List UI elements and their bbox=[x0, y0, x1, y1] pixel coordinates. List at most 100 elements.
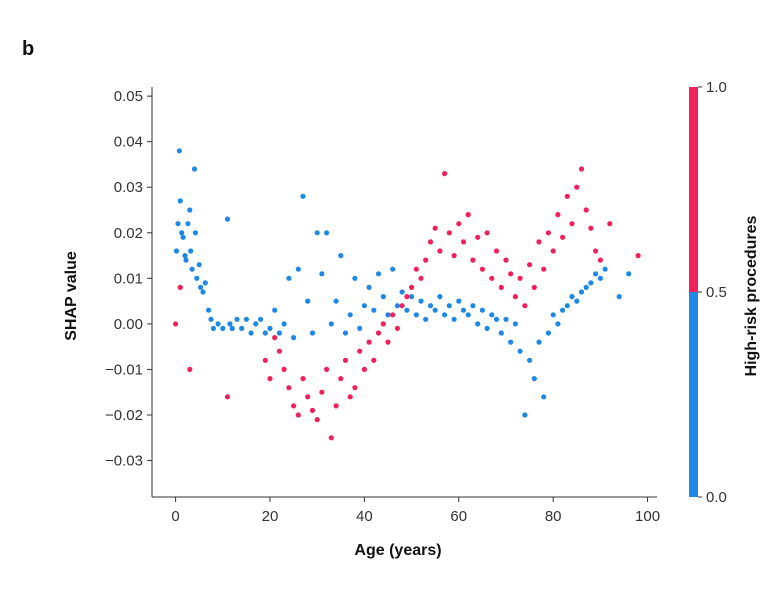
point-high-risk bbox=[489, 275, 495, 281]
point-high-risk bbox=[267, 376, 273, 382]
point-high-risk bbox=[578, 166, 585, 172]
point-high-risk bbox=[291, 403, 297, 409]
point-low-risk bbox=[183, 257, 189, 263]
point-high-risk bbox=[423, 257, 429, 263]
point-high-risk bbox=[479, 266, 485, 272]
point-high-risk bbox=[460, 239, 467, 245]
point-low-risk bbox=[427, 303, 434, 309]
point-low-risk bbox=[227, 321, 233, 327]
point-low-risk bbox=[295, 266, 301, 272]
point-high-risk bbox=[427, 239, 434, 245]
point-high-risk bbox=[224, 394, 231, 400]
point-low-risk bbox=[385, 312, 391, 318]
point-low-risk bbox=[215, 321, 221, 327]
point-high-risk bbox=[300, 376, 306, 382]
point-high-risk bbox=[635, 253, 641, 259]
x-tick: 80 bbox=[545, 497, 562, 525]
point-low-risk bbox=[229, 325, 235, 331]
point-high-risk bbox=[333, 403, 339, 409]
point-low-risk bbox=[470, 303, 476, 309]
point-low-risk bbox=[357, 325, 363, 331]
point-low-risk bbox=[503, 316, 509, 322]
point-low-risk bbox=[578, 289, 585, 295]
point-high-risk bbox=[555, 212, 561, 218]
point-high-risk bbox=[583, 207, 589, 213]
point-high-risk bbox=[503, 257, 509, 263]
point-low-risk bbox=[451, 316, 457, 322]
point-low-risk bbox=[210, 325, 216, 331]
point-low-risk bbox=[498, 330, 504, 336]
point-low-risk bbox=[182, 253, 188, 259]
x-axis-title: Age (years) bbox=[354, 542, 441, 559]
point-low-risk bbox=[522, 412, 528, 418]
point-high-risk bbox=[187, 366, 193, 372]
point-low-risk bbox=[574, 298, 580, 304]
point-low-risk bbox=[555, 321, 561, 327]
point-high-risk bbox=[409, 284, 415, 290]
point-high-risk bbox=[607, 221, 613, 227]
point-low-risk bbox=[200, 289, 206, 295]
point-low-risk bbox=[300, 193, 306, 199]
point-high-risk bbox=[465, 212, 471, 218]
point-low-risk bbox=[597, 275, 604, 281]
point-high-risk bbox=[522, 303, 528, 309]
x-tick-label: 0 bbox=[171, 508, 179, 525]
point-low-risk bbox=[196, 262, 202, 268]
point-low-risk bbox=[423, 316, 429, 322]
point-low-risk bbox=[465, 312, 471, 318]
point-high-risk bbox=[536, 239, 542, 245]
point-high-risk bbox=[527, 262, 533, 268]
point-high-risk bbox=[361, 366, 367, 372]
point-low-risk bbox=[442, 312, 448, 318]
point-low-risk bbox=[418, 298, 424, 304]
point-low-risk bbox=[560, 307, 566, 313]
point-low-risk bbox=[328, 321, 334, 327]
point-low-risk bbox=[192, 230, 198, 236]
point-low-risk bbox=[338, 253, 344, 259]
y-tick-label: 0.02 bbox=[114, 225, 143, 242]
colorbar-label: High-risk procedures bbox=[743, 215, 760, 376]
point-high-risk bbox=[508, 271, 514, 277]
point-low-risk bbox=[276, 330, 282, 336]
point-high-risk bbox=[328, 435, 334, 441]
point-high-risk bbox=[593, 248, 599, 254]
point-high-risk bbox=[385, 339, 391, 345]
point-high-risk bbox=[357, 348, 363, 354]
point-high-risk bbox=[545, 230, 552, 236]
point-high-risk bbox=[262, 357, 268, 363]
point-low-risk bbox=[333, 298, 339, 304]
point-high-risk bbox=[456, 221, 462, 227]
point-low-risk bbox=[188, 248, 194, 254]
point-high-risk bbox=[446, 230, 452, 236]
point-low-risk bbox=[253, 321, 259, 327]
point-high-risk bbox=[569, 221, 575, 227]
y-tick-label: −0.02 bbox=[105, 407, 143, 424]
y-tick: −0.01 bbox=[105, 361, 152, 378]
point-low-risk bbox=[361, 303, 367, 309]
point-low-risk bbox=[489, 312, 495, 318]
point-high-risk bbox=[352, 385, 358, 391]
point-high-risk bbox=[564, 193, 570, 199]
point-high-risk bbox=[272, 335, 278, 341]
point-low-risk bbox=[602, 266, 608, 272]
point-low-risk bbox=[371, 307, 377, 313]
point-high-risk bbox=[574, 184, 580, 190]
point-high-risk bbox=[314, 417, 320, 423]
point-low-risk bbox=[536, 339, 542, 345]
x-tick: 100 bbox=[635, 497, 660, 525]
point-low-risk bbox=[380, 294, 386, 300]
point-high-risk bbox=[404, 294, 410, 300]
x-tick-label: 40 bbox=[356, 508, 373, 525]
y-tick-label: 0.03 bbox=[114, 179, 143, 196]
point-high-risk bbox=[588, 225, 594, 231]
point-high-risk bbox=[338, 376, 344, 382]
point-low-risk bbox=[243, 316, 249, 322]
point-low-risk bbox=[437, 294, 443, 300]
y-tick-label: 0.01 bbox=[114, 270, 143, 287]
point-low-risk bbox=[177, 198, 183, 204]
point-low-risk bbox=[404, 307, 410, 313]
point-low-risk bbox=[475, 321, 481, 327]
x-tick-label: 20 bbox=[262, 508, 279, 525]
colorbar-ticks: 1.0 0.5 0.0 bbox=[698, 79, 727, 506]
point-low-risk bbox=[179, 230, 185, 236]
